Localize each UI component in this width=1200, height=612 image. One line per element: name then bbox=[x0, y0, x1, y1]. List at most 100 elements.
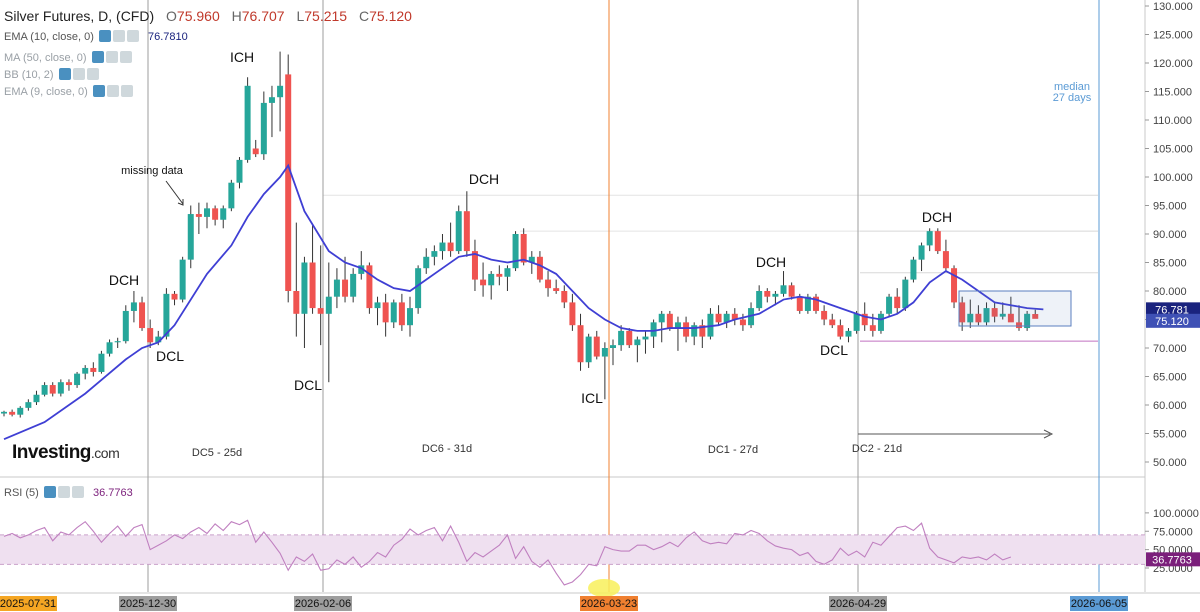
candle-body bbox=[447, 242, 454, 252]
rsi-value-label-bg bbox=[1146, 552, 1200, 567]
close-price-label-bg bbox=[1146, 313, 1200, 328]
chart-annotation: DCH bbox=[109, 272, 139, 288]
indicator-ema10[interactable]: EMA (10, close, 0) 76.7810 bbox=[4, 30, 188, 43]
candle-body bbox=[65, 382, 72, 386]
gear-icon[interactable] bbox=[57, 486, 70, 498]
gear-icon[interactable] bbox=[112, 30, 125, 42]
candle-body bbox=[601, 348, 608, 357]
candle-body bbox=[869, 325, 876, 331]
candle-body bbox=[195, 214, 202, 217]
gear-icon[interactable] bbox=[106, 85, 119, 97]
candle-body bbox=[780, 285, 787, 294]
low-value: 75.215 bbox=[304, 8, 348, 24]
rsi-band bbox=[0, 534, 1145, 565]
indicator-ma50[interactable]: MA (50, close, 0) bbox=[4, 51, 132, 64]
candle-body bbox=[1024, 313, 1031, 329]
close-value: 75.120 bbox=[369, 8, 412, 24]
candle-body bbox=[325, 296, 332, 314]
chart-annotation: ICH bbox=[230, 49, 254, 65]
price-tick-label: 115.000 bbox=[1153, 87, 1192, 99]
gear-icon[interactable] bbox=[105, 51, 118, 63]
candle-body bbox=[959, 302, 966, 323]
date-label-bg bbox=[829, 596, 887, 611]
rsi-legend-label: RSI (5) bbox=[4, 487, 39, 499]
candle-body bbox=[25, 402, 32, 408]
date-label-bg bbox=[580, 596, 638, 611]
eye-icon[interactable] bbox=[91, 51, 104, 63]
candle-body bbox=[236, 159, 243, 183]
candle-body bbox=[171, 293, 178, 300]
high-label: H bbox=[231, 8, 242, 24]
eye-icon[interactable] bbox=[58, 68, 71, 80]
low-label: L bbox=[296, 8, 305, 24]
price-tick-label: 90.000 bbox=[1153, 229, 1187, 241]
price-tick-label: 50.000 bbox=[1153, 457, 1187, 469]
chart-annotation: missing data bbox=[121, 165, 184, 177]
rsi-tick-label: 100.0000 bbox=[1153, 508, 1199, 520]
close-icon[interactable] bbox=[126, 30, 139, 42]
ema-line bbox=[3, 163, 1044, 441]
rsi-line bbox=[3, 519, 1012, 586]
price-tick-label: 105.000 bbox=[1153, 144, 1193, 156]
rsi-low-highlight bbox=[588, 579, 620, 597]
chart-annotation: DCL bbox=[156, 348, 184, 364]
candle-body bbox=[788, 285, 795, 297]
candle-body bbox=[488, 273, 495, 286]
date-label-bg bbox=[1070, 596, 1128, 611]
candle-body bbox=[398, 302, 405, 326]
chart-annotation: DCH bbox=[469, 171, 499, 187]
date-tick-label: 2026-04-29 bbox=[830, 598, 886, 610]
candle-body bbox=[74, 373, 81, 386]
candle-body bbox=[772, 293, 779, 297]
chart-title: Silver Futures, D, (CFD) O75.960 H76.707… bbox=[4, 8, 420, 24]
candle-body bbox=[285, 74, 292, 292]
indicator-ema9[interactable]: EMA (9, close, 0) bbox=[4, 85, 133, 98]
candle-body bbox=[553, 288, 560, 291]
cycle-label: DC2 - 21d bbox=[852, 443, 902, 455]
candle-body bbox=[918, 245, 925, 260]
candle-body bbox=[748, 308, 755, 326]
candle-body bbox=[244, 85, 251, 160]
price-tick-label: 55.000 bbox=[1153, 429, 1187, 441]
candle-body bbox=[228, 182, 235, 209]
candle-body bbox=[407, 308, 413, 326]
candle-body bbox=[17, 407, 24, 415]
indicator-bb[interactable]: BB (10, 2) bbox=[4, 68, 99, 81]
candle-body bbox=[942, 251, 949, 269]
eye-icon[interactable] bbox=[98, 30, 111, 42]
candle-body bbox=[366, 265, 373, 309]
candle-body bbox=[983, 308, 990, 323]
price-tick-label: 80.000 bbox=[1153, 286, 1187, 298]
gear-icon[interactable] bbox=[72, 68, 85, 80]
arrow-head-icon bbox=[177, 199, 184, 206]
candle-body bbox=[220, 208, 227, 220]
indicator-ema9-label: EMA (9, close, 0) bbox=[4, 86, 88, 98]
candle-body bbox=[277, 85, 284, 98]
candle-body bbox=[114, 341, 121, 343]
candle-body bbox=[561, 291, 568, 303]
close-icon[interactable] bbox=[120, 85, 133, 97]
close-icon[interactable] bbox=[86, 68, 99, 80]
candle-body bbox=[122, 310, 129, 342]
candle-body bbox=[382, 302, 389, 323]
rsi-legend[interactable]: RSI (5) 36.7763 bbox=[4, 486, 133, 499]
candle-body bbox=[528, 256, 535, 263]
eye-icon[interactable] bbox=[92, 85, 105, 97]
eye-icon[interactable] bbox=[43, 486, 56, 498]
candle-body bbox=[293, 291, 300, 314]
candle-body bbox=[49, 385, 56, 394]
close-icon[interactable] bbox=[119, 51, 132, 63]
candle-body bbox=[480, 279, 487, 286]
ema-price-label: 76.781 bbox=[1155, 304, 1189, 316]
price-tick-label: 95.000 bbox=[1153, 201, 1187, 213]
close-icon[interactable] bbox=[71, 486, 84, 498]
candle-body bbox=[57, 382, 64, 394]
candle-body bbox=[187, 214, 194, 260]
candle-body bbox=[545, 279, 552, 289]
chart-annotation: ICL bbox=[581, 390, 603, 406]
candle-body bbox=[504, 268, 511, 277]
candle-body bbox=[415, 268, 422, 309]
candle-body bbox=[163, 293, 170, 337]
candle-body bbox=[268, 97, 275, 103]
